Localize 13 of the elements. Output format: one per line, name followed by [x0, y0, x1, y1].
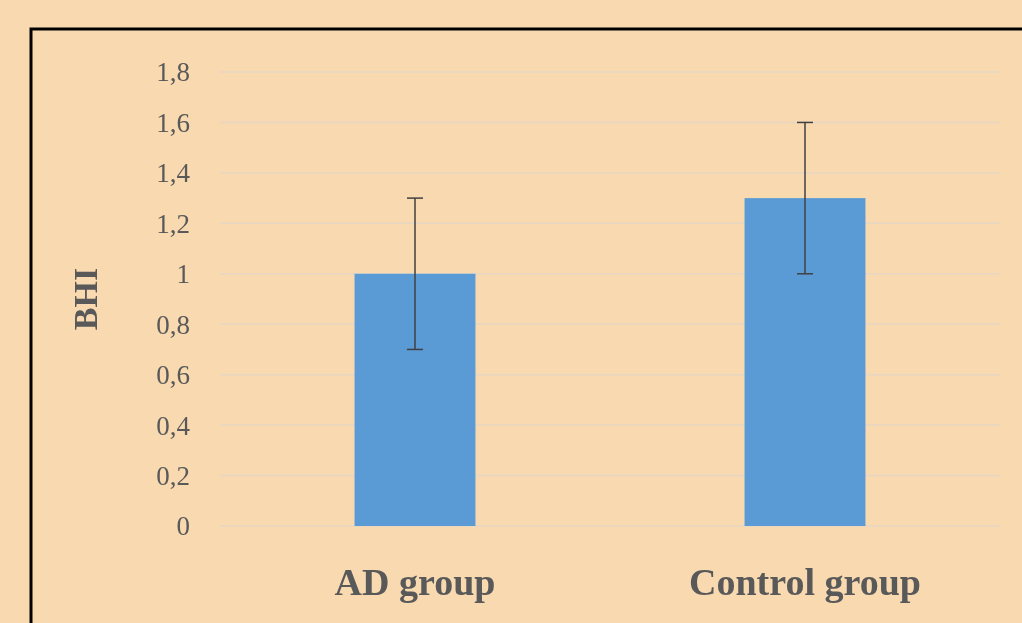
y-tick-label: 1	[176, 259, 190, 290]
y-tick-label: 1,4	[156, 158, 191, 189]
y-tick-label: 1,8	[156, 57, 190, 88]
y-tick-label: 0,6	[156, 360, 190, 391]
y-tick-label: 0	[176, 511, 190, 542]
y-tick-label: 0,2	[156, 461, 190, 492]
x-tick-label: Control group	[689, 561, 921, 603]
y-tick-label: 1,2	[156, 208, 190, 239]
y-tick-label: 0,8	[156, 309, 190, 340]
y-tick-label: 0,4	[156, 410, 191, 441]
x-tick-label: AD group	[334, 561, 496, 603]
y-axis-title: BHI	[67, 267, 104, 331]
y-tick-label: 1,6	[156, 107, 190, 138]
